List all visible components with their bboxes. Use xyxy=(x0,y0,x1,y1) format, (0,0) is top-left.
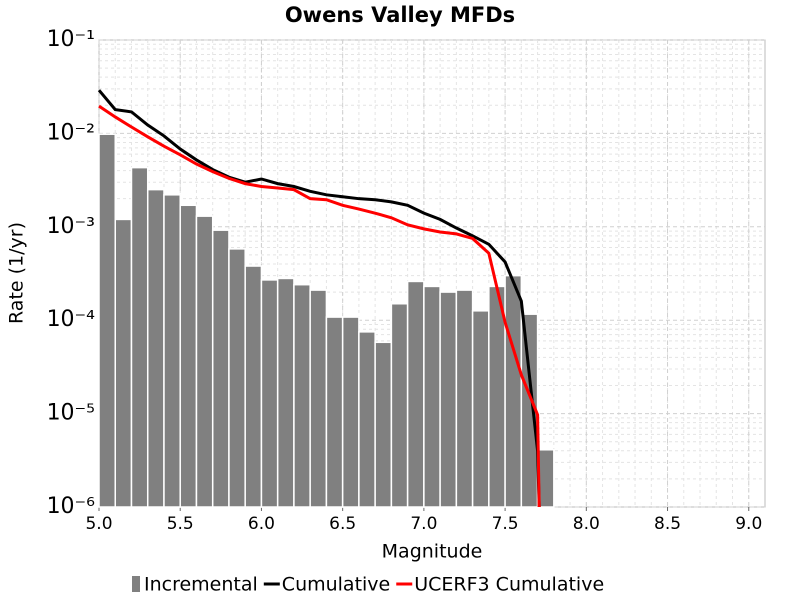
y-tick-label: 10⁻⁴ xyxy=(47,307,96,332)
bar xyxy=(374,341,393,508)
bar xyxy=(325,316,344,508)
plot-layer xyxy=(97,89,555,508)
y-axis-label: Rate (1/yr) xyxy=(6,222,28,324)
chart-title: Owens Valley MFDs xyxy=(285,3,515,27)
bar xyxy=(504,274,523,508)
legend-label: Incremental xyxy=(144,574,258,596)
bar xyxy=(341,316,360,508)
bar xyxy=(390,303,409,508)
bar xyxy=(114,218,133,508)
bar xyxy=(244,265,263,508)
bar xyxy=(423,285,441,508)
legend-label: Cumulative xyxy=(282,574,390,596)
x-axis-label: Magnitude xyxy=(382,541,483,563)
x-tick-label: 8.5 xyxy=(654,514,681,534)
bar xyxy=(98,133,116,508)
bar xyxy=(293,283,311,508)
legend-swatch xyxy=(132,576,140,592)
bar xyxy=(439,291,458,508)
x-tick-label: 5.5 xyxy=(167,514,194,534)
bar xyxy=(488,285,506,508)
x-tick-label: 9.0 xyxy=(735,514,762,534)
x-tick-label: 7.5 xyxy=(492,514,519,534)
y-tick-label: 10⁻⁶ xyxy=(47,494,96,519)
x-tick-label: 8.0 xyxy=(573,514,600,534)
x-tick-label: 6.0 xyxy=(248,514,275,534)
bar xyxy=(211,229,230,508)
bar xyxy=(146,188,165,508)
bar xyxy=(179,204,198,508)
y-tick-label: 10⁻² xyxy=(47,120,95,145)
y-tick-label: 10⁻³ xyxy=(47,214,95,239)
bar xyxy=(520,313,539,508)
bar xyxy=(228,248,246,508)
bar xyxy=(406,280,425,508)
bar xyxy=(195,215,214,508)
x-tick-label: 5.0 xyxy=(85,514,112,534)
legend-label: UCERF3 Cumulative xyxy=(414,574,604,596)
bar xyxy=(276,277,295,508)
bar xyxy=(358,331,376,508)
y-tick-label: 10⁻⁵ xyxy=(47,401,95,426)
y-tick-label: 10⁻¹ xyxy=(47,27,95,52)
bar xyxy=(130,166,149,508)
line xyxy=(98,104,541,508)
bar xyxy=(309,289,328,508)
bar xyxy=(471,310,490,508)
bar xyxy=(260,279,279,508)
line xyxy=(97,89,541,508)
bar xyxy=(455,289,474,508)
x-tick-label: 7.0 xyxy=(410,514,437,534)
x-tick-label: 6.5 xyxy=(329,514,356,534)
bar xyxy=(163,194,181,508)
